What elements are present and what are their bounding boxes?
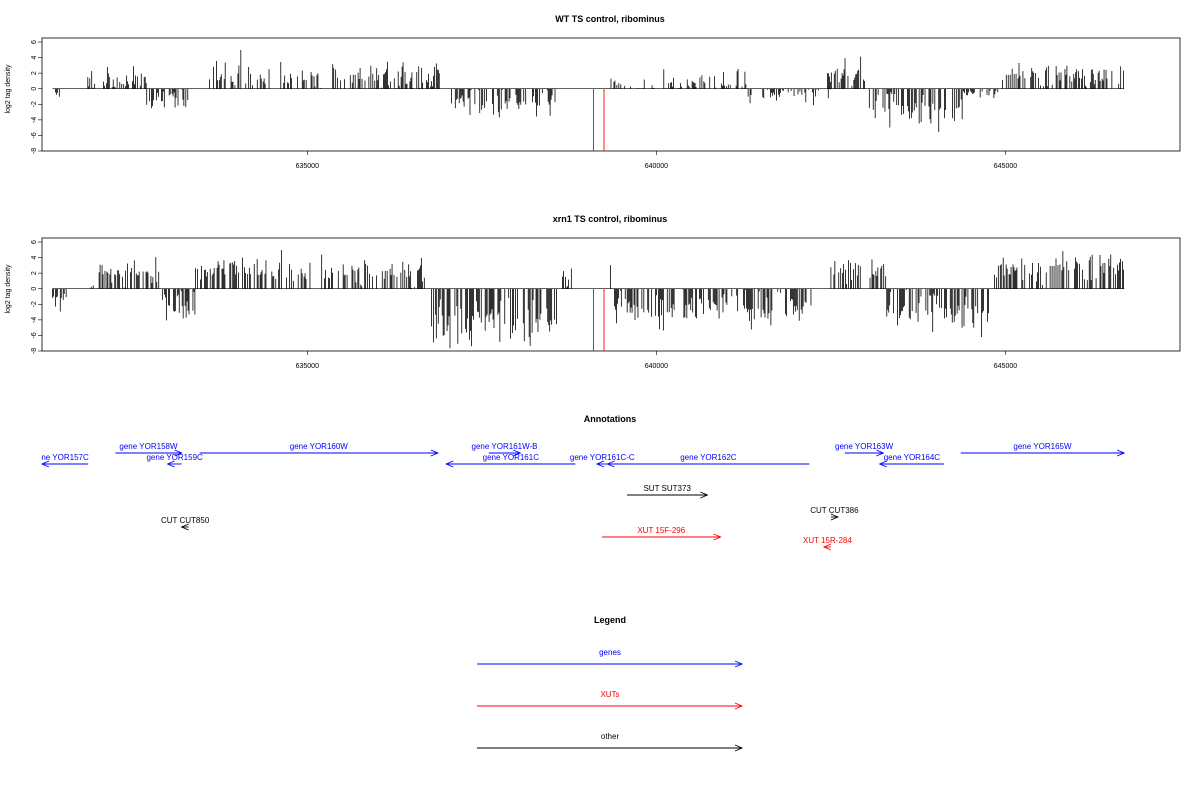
x-tick-label: 640000 — [645, 163, 668, 170]
annotation-feature: XUT 15F-296 — [601, 526, 722, 541]
legend-item: other — [477, 732, 744, 752]
y-tick-label: -4 — [31, 317, 38, 323]
wt-coverage-panel: WT TS control, ribominus log2 tag densit… — [5, 14, 1181, 170]
feature-label: SUT SUT373 — [643, 484, 691, 493]
x-tick-label: 645000 — [994, 363, 1017, 370]
annotation-feature: gene YOR158W — [115, 442, 183, 457]
arrow-head — [40, 460, 50, 468]
feature-label: XUT 15F-296 — [637, 526, 685, 535]
feature-label: gene YOR161C — [483, 453, 540, 462]
feature-label: gene YOR160W — [290, 442, 349, 451]
arrow-head — [430, 449, 439, 457]
y-tick-label: -2 — [31, 101, 38, 107]
arrow-head — [513, 449, 522, 457]
annotation-feature: gene YOR161C-C — [570, 453, 635, 468]
legend-label: genes — [599, 648, 621, 657]
annotation-feature: gene YOR161W-B — [472, 442, 538, 457]
arrow-head — [174, 449, 183, 457]
feature-label: ne YOR157C — [41, 453, 89, 462]
y-tick-label: -2 — [31, 301, 38, 307]
annotation-feature: gene YOR159C — [146, 453, 203, 468]
annotation-feature: XUT 15R-284 — [803, 536, 852, 551]
arrow-head — [180, 523, 189, 531]
feature-label: CUT CUT850 — [161, 516, 210, 525]
annotations-title: Annotations — [584, 414, 637, 424]
xrn1-plot-frame — [41, 237, 1181, 352]
feature-label: gene YOR158W — [119, 442, 178, 451]
y-tick-label: -6 — [31, 132, 38, 138]
arrow-head — [606, 460, 615, 468]
arrow-head — [1116, 449, 1126, 457]
arrow-head — [830, 513, 840, 521]
xrn1-panel-title: xrn1 TS control, ribominus — [553, 214, 668, 224]
arrow-head — [445, 460, 454, 468]
annotation-feature: CUT CUT850 — [161, 516, 210, 531]
arrow-head — [700, 491, 709, 499]
legend-title: Legend — [594, 615, 626, 625]
xrn1-y-axis-label: log2 tag density — [5, 264, 12, 314]
annotation-feature: gene YOR161C — [445, 453, 576, 468]
feature-label: gene YOR161W-B — [472, 442, 538, 451]
y-tick-label: 4 — [31, 56, 38, 60]
arrow-head — [822, 543, 832, 551]
xrn1-axes: -8 -6 -4 -2 0 2 4 6 635000 640000 645000 — [31, 240, 1017, 370]
y-tick-label: 0 — [31, 87, 38, 91]
annotation-feature: gene YOR162C — [606, 453, 810, 468]
wt-plot-frame — [41, 37, 1181, 152]
annotation-feature: gene YOR163W — [835, 442, 894, 457]
feature-label: gene YOR159C — [146, 453, 203, 462]
y-tick-label: -8 — [31, 148, 38, 154]
legend-item: genes — [477, 648, 744, 668]
arrow-head — [876, 449, 885, 457]
x-tick-label: 635000 — [296, 163, 319, 170]
annotation-feature: SUT SUT373 — [627, 484, 709, 499]
wt-y-axis-label: log2 tag density — [5, 64, 12, 114]
feature-label: gene YOR163W — [835, 442, 894, 451]
arrow-head — [713, 533, 722, 541]
xrn1-bars — [52, 250, 1125, 351]
y-tick-label: 2 — [31, 71, 38, 75]
annotation-feature: CUT CUT386 — [810, 506, 859, 521]
arrow-head — [166, 460, 175, 468]
feature-label: gene YOR165W — [1013, 442, 1072, 451]
y-tick-label: -6 — [31, 332, 38, 338]
wt-panel-title: WT TS control, ribominus — [555, 14, 665, 24]
legend-arrow-head — [734, 702, 744, 710]
annotation-track: ne YOR157C gene YOR158W gene YOR159C gene Y… — [40, 442, 1126, 551]
feature-label: gene YOR162C — [680, 453, 737, 462]
y-tick-label: 6 — [31, 40, 38, 44]
legend-arrow-head — [734, 660, 744, 668]
x-tick-label: 645000 — [994, 163, 1017, 170]
y-tick-label: -8 — [31, 348, 38, 354]
feature-label: CUT CUT386 — [810, 506, 859, 515]
legend-label: other — [601, 732, 620, 741]
legend-arrow-head — [734, 744, 744, 752]
annotation-feature: gene YOR160W — [199, 442, 439, 457]
legend: genes XUTs other — [477, 648, 744, 752]
legend-item: XUTs — [477, 690, 744, 710]
annotation-feature: ne YOR157C — [40, 453, 89, 468]
feature-label: XUT 15R-284 — [803, 536, 852, 545]
x-tick-label: 640000 — [645, 363, 668, 370]
annotation-feature: gene YOR164C — [878, 453, 945, 468]
y-tick-label: -4 — [31, 117, 38, 123]
feature-label: gene YOR164C — [884, 453, 941, 462]
y-tick-label: 0 — [31, 287, 38, 291]
arrow-head — [878, 460, 887, 468]
wt-bars — [52, 49, 1125, 151]
xrn1-coverage-panel: xrn1 TS control, ribominus log2 tag dens… — [5, 214, 1181, 370]
annotation-feature: gene YOR165W — [960, 442, 1126, 457]
y-tick-label: 4 — [31, 256, 38, 260]
y-tick-label: 2 — [31, 271, 38, 275]
arrow-head — [595, 460, 605, 468]
feature-label: gene YOR161C-C — [570, 453, 635, 462]
legend-label: XUTs — [600, 690, 619, 699]
y-tick-label: 6 — [31, 240, 38, 244]
wt-axes: -8 -6 -4 -2 0 2 4 6 635000 640000 645000 — [31, 40, 1017, 170]
x-tick-label: 635000 — [296, 363, 319, 370]
